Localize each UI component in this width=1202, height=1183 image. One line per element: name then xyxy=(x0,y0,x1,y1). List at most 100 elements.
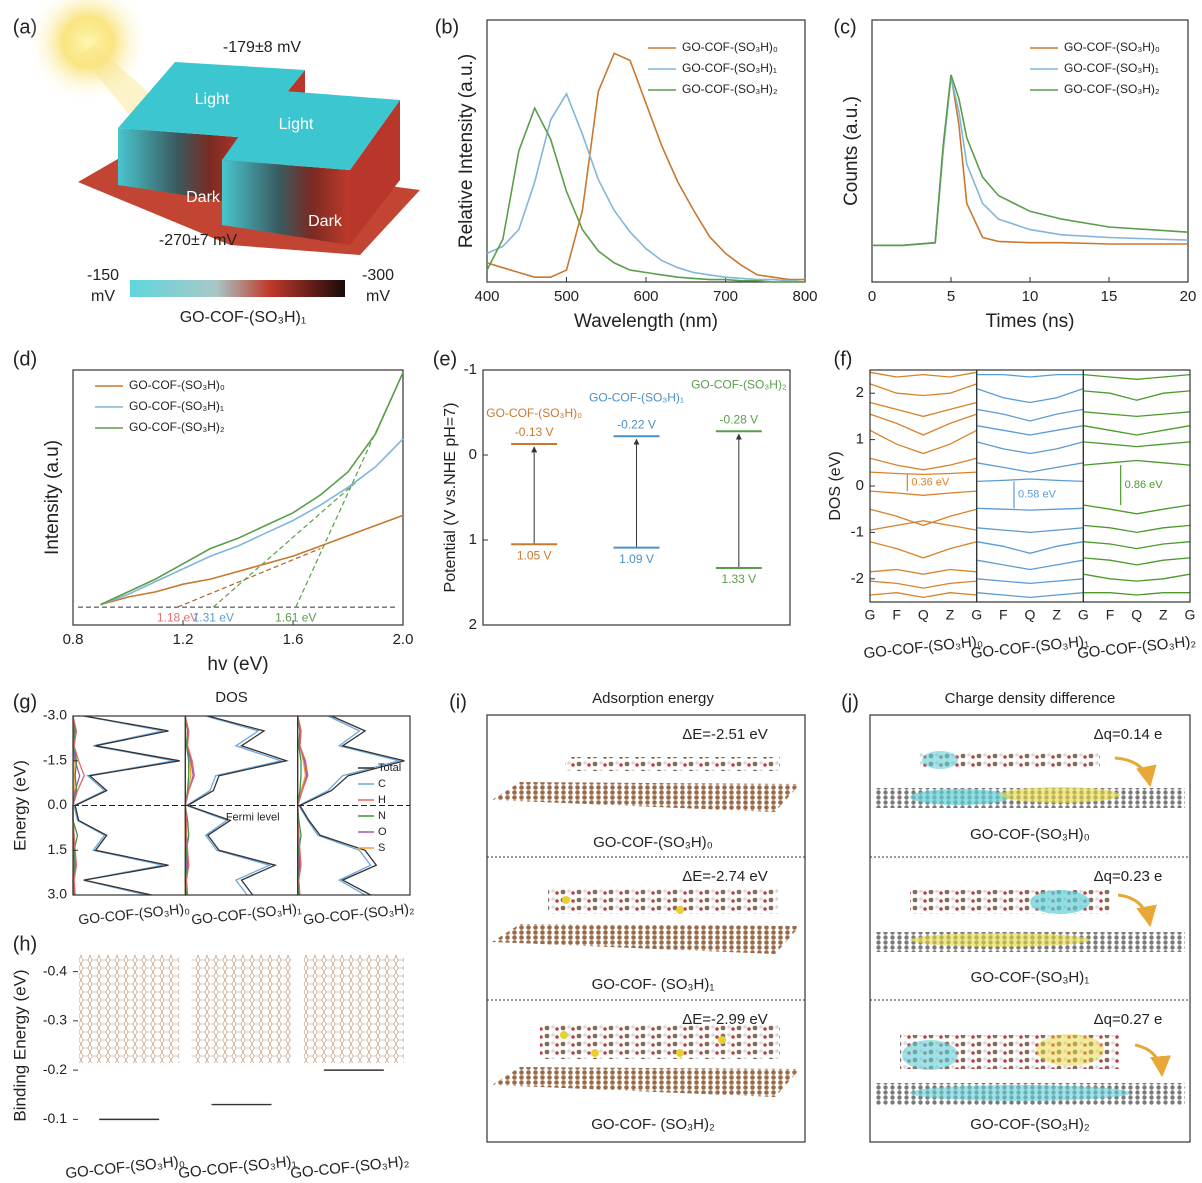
plot-frame xyxy=(73,370,403,625)
y-axis-label: Relative Intensity (a.u.) xyxy=(456,54,477,248)
x-tick-label: 10 xyxy=(1022,288,1039,305)
band-line xyxy=(977,409,1084,421)
panel-label: (g) xyxy=(13,691,37,713)
x-tick-label: 700 xyxy=(713,288,738,305)
y-tick-label: -0.2 xyxy=(43,1061,67,1077)
k-point-label: Z xyxy=(1159,607,1168,623)
legend-label: GO-COF-(SO₃H)₁ xyxy=(129,399,224,413)
panel-label: (c) xyxy=(833,16,856,38)
legend-label: GO-COF-(SO₃H)₀ xyxy=(129,378,225,392)
panel-a: (a) -179±8 mV Light Light Dark Dark -270… xyxy=(13,0,420,326)
y-axis-label: Counts (a.u.) xyxy=(841,96,862,206)
structure-label: GO-COF- (SO₃H)₂ xyxy=(591,1116,715,1133)
page: (a) -179±8 mV Light Light Dark Dark -270… xyxy=(0,0,1202,1183)
colorbar-unit: mV xyxy=(366,288,390,305)
k-point-label: Q xyxy=(1025,607,1036,623)
x-tick-label: 20 xyxy=(1180,288,1197,305)
panel-j: (j) Charge density difference Δq=0.14 e … xyxy=(841,690,1190,1142)
panel-label: (j) xyxy=(841,691,859,713)
sulfur-atom xyxy=(591,1049,599,1057)
y-axis-label: Intensity (a.u) xyxy=(42,440,63,555)
band-line xyxy=(870,414,977,435)
light-label: Light xyxy=(279,116,314,133)
k-point-label: G xyxy=(1078,607,1089,623)
band-line xyxy=(1083,412,1190,417)
y-tick-label: -0.3 xyxy=(43,1012,67,1028)
panel-title: DOS xyxy=(215,689,248,706)
gap-annotation: 1.61 eV xyxy=(275,610,316,624)
panel-label: (f) xyxy=(834,348,853,370)
series-line xyxy=(872,75,1188,245)
series-line xyxy=(487,108,805,282)
subpanel-label: GO-COF-(SO₃H)₀ xyxy=(863,633,984,662)
y-axis-label: DOS (eV) xyxy=(827,451,844,520)
level-label: -0.22 V xyxy=(617,417,656,431)
structure-label: GO-COF- (SO₃H)₁ xyxy=(592,976,715,993)
y-tick-label: 1 xyxy=(856,431,864,448)
k-point-label: F xyxy=(1106,607,1115,623)
figure: (a) -179±8 mV Light Light Dark Dark -270… xyxy=(0,0,1202,1183)
band-line xyxy=(1083,593,1190,595)
legend-label: GO-COF-(SO₃H)₁ xyxy=(682,61,777,75)
dark-label: Dark xyxy=(308,213,343,230)
band-line xyxy=(870,570,977,575)
band-line xyxy=(870,372,977,377)
band-line xyxy=(1083,525,1190,532)
y-tick-label: 1 xyxy=(469,531,477,548)
y-tick-label: 0 xyxy=(856,477,864,494)
category-label: GO-COF-(SO₃H)₁ xyxy=(589,390,684,404)
band-line xyxy=(870,430,977,453)
legend-label: GO-COF-(SO₃H)₀ xyxy=(682,40,778,54)
band-line xyxy=(977,375,1084,377)
band-line xyxy=(1083,574,1190,581)
tangent-line xyxy=(213,477,361,607)
legend-label: S xyxy=(378,842,385,854)
band-line xyxy=(1083,426,1190,435)
x-axis-label: Wavelength (nm) xyxy=(574,311,718,332)
k-point-label: G xyxy=(971,607,982,623)
subpanel-label: GO-COF-(SO₃H)₁ xyxy=(190,900,302,928)
band-line xyxy=(1083,542,1190,549)
structure-label: GO-COF-(SO₃H)₂ xyxy=(970,1116,1090,1133)
y-tick-label: 2 xyxy=(469,616,477,633)
sulfur-atom xyxy=(562,896,570,904)
x-tick-label: 5 xyxy=(947,288,955,305)
legend-label: GO-COF-(SO₃H)₂ xyxy=(1064,82,1160,96)
band-line xyxy=(870,384,977,396)
structure-label: GO-COF-(SO₃H)₁ xyxy=(971,969,1090,986)
subpanel-label: GO-COF-(SO₃H)₂ xyxy=(302,900,415,928)
colorbar-unit: mV xyxy=(91,288,115,305)
gap-label: 0.58 eV xyxy=(1018,489,1057,501)
band-line xyxy=(870,509,977,525)
dark-label: Dark xyxy=(186,189,221,206)
band-line xyxy=(977,508,1084,510)
k-point-label: Z xyxy=(1052,607,1061,623)
charge-cloud xyxy=(910,933,1090,947)
structure-image xyxy=(304,955,404,1063)
sulfur-atom xyxy=(560,1031,568,1039)
y-axis-label: Energy (eV) xyxy=(10,760,29,851)
x-tick-label: 800 xyxy=(792,288,817,305)
panel-label: (h) xyxy=(13,933,37,955)
panel-label: (b) xyxy=(435,16,459,38)
subpanel-label: GO-COF-(SO₃H)₂ xyxy=(1076,633,1197,662)
k-point-label: Q xyxy=(1131,607,1142,623)
band-line xyxy=(977,593,1084,598)
light-label: Light xyxy=(195,91,230,108)
k-point-label: G xyxy=(1185,607,1196,623)
band-line xyxy=(1083,442,1190,447)
level-label: 1.09 V xyxy=(619,552,654,566)
colorbar-tick: -300 xyxy=(362,267,394,284)
y-tick-label: 2 xyxy=(856,384,864,401)
x-tick-label: 500 xyxy=(554,288,579,305)
y-tick-label: -2 xyxy=(851,570,864,587)
x-axis-label: hv (eV) xyxy=(207,654,268,675)
x-axis-label: Times (ns) xyxy=(985,311,1074,332)
potential-label: -270±7 mV xyxy=(159,232,237,249)
fermi-label: Fermi level xyxy=(226,811,280,823)
colorbar-label: GO-COF-(SO₃H)₁ xyxy=(180,309,307,326)
band-line xyxy=(977,579,1084,584)
k-point-label: Q xyxy=(918,607,929,623)
molecule xyxy=(540,1025,780,1059)
colorbar-tick: -150 xyxy=(87,267,119,284)
